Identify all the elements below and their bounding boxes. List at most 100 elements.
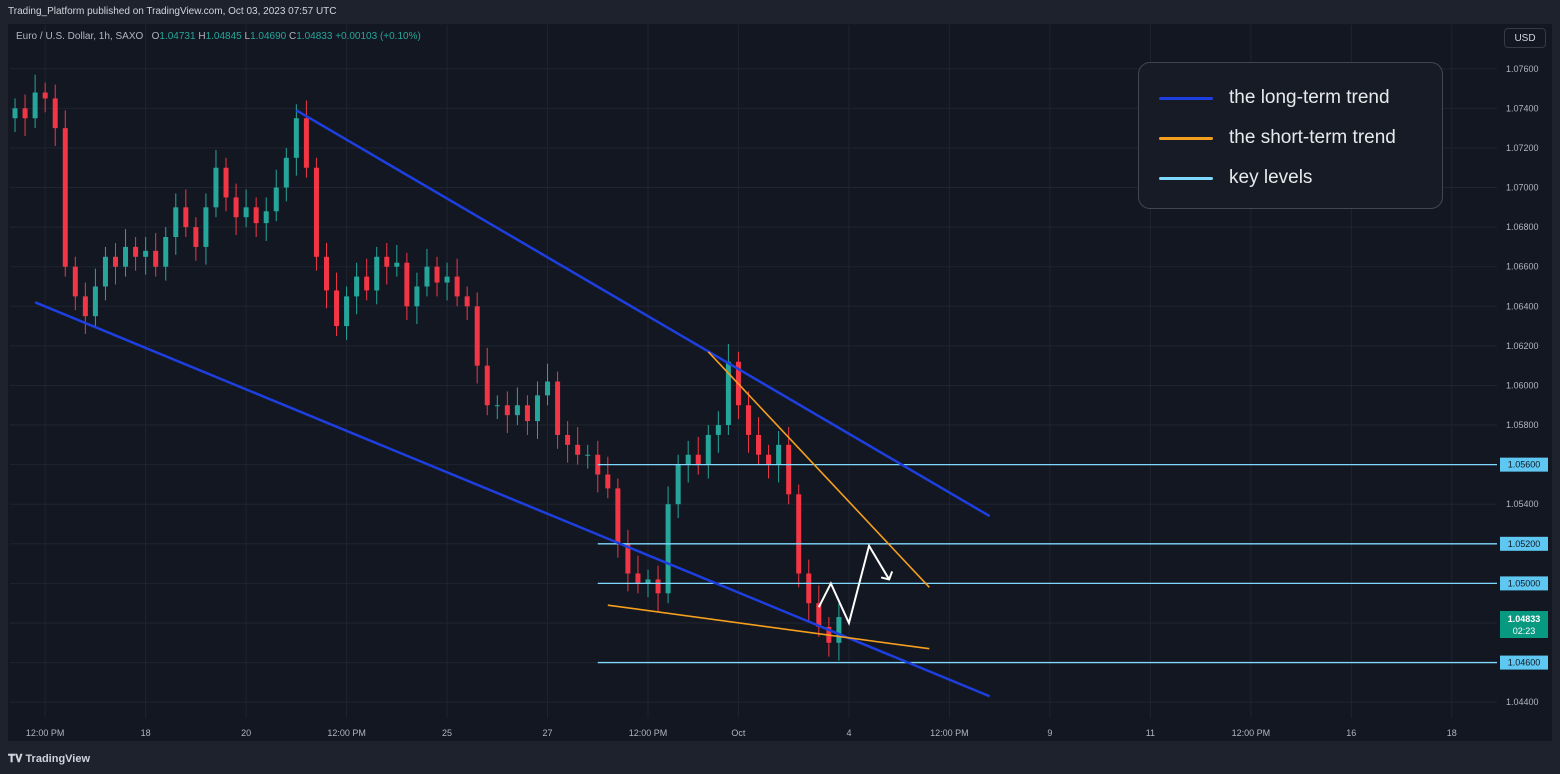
candle-body — [163, 237, 169, 267]
x-tick-label: 25 — [442, 728, 452, 738]
candle-body — [675, 464, 681, 505]
candle-body — [474, 306, 480, 366]
candle-body — [394, 262, 400, 267]
x-tick-label: 12:00 PM — [26, 728, 65, 738]
x-tick-label: 18 — [1447, 728, 1457, 738]
candle-body — [364, 276, 370, 291]
candle-body — [756, 434, 762, 455]
y-tick-label: 1.06400 — [1506, 301, 1539, 311]
candle-body — [173, 207, 179, 238]
x-tick-label: Oct — [731, 728, 746, 738]
candle-body — [414, 286, 420, 307]
key-level-tag-label: 1.05000 — [1508, 578, 1541, 588]
legend: the long-term trend the short-term trend… — [1138, 62, 1443, 209]
y-tick-label: 1.07000 — [1506, 183, 1539, 193]
y-tick-label: 1.07200 — [1506, 143, 1539, 153]
candle-body — [565, 434, 571, 445]
candle-body — [555, 381, 561, 435]
top-bar: Trading_Platform published on TradingVie… — [0, 0, 1560, 24]
candle-body — [695, 454, 701, 465]
candle-body — [123, 246, 129, 267]
brand-name: TradingView — [25, 753, 91, 765]
candle-body — [62, 128, 68, 267]
x-tick-label: 12:00 PM — [327, 728, 366, 738]
key-level-tag — [1500, 655, 1548, 670]
candle-body — [635, 573, 641, 584]
candle-body — [102, 256, 108, 287]
short-term-trend-line — [707, 351, 930, 588]
candle-body — [776, 444, 782, 465]
candle-body — [82, 296, 88, 317]
long-term-trend-line — [34, 301, 991, 698]
candle-body — [464, 296, 470, 307]
candle-body — [12, 108, 18, 119]
candle-body — [42, 92, 48, 99]
key-level-tag — [1500, 576, 1548, 591]
key-level-tag — [1500, 536, 1548, 551]
candle-body — [32, 92, 38, 119]
candle-body — [112, 256, 118, 267]
candle-body — [745, 405, 751, 435]
candle-body — [354, 276, 360, 297]
key-level-tag-label: 1.04600 — [1508, 658, 1541, 668]
projection-path — [817, 543, 890, 626]
candle-body — [303, 118, 309, 168]
candle-body — [836, 617, 842, 643]
candle-body — [313, 167, 319, 257]
y-tick-label: 1.05800 — [1506, 420, 1539, 430]
candle-body — [133, 246, 139, 257]
currency-button[interactable]: USD — [1504, 28, 1546, 48]
publisher-line: Trading_Platform published on TradingVie… — [8, 6, 337, 17]
y-tick-label: 1.05400 — [1506, 499, 1539, 509]
legend-label-long-term: the long-term trend — [1229, 87, 1390, 108]
y-tick-label: 1.06200 — [1506, 341, 1539, 351]
candle-body — [615, 488, 621, 544]
y-tick-label: 1.07400 — [1506, 103, 1539, 113]
x-tick-label: 18 — [141, 728, 151, 738]
candle-body — [585, 454, 591, 456]
candle-body — [534, 395, 540, 422]
last-price-tag: 1.04833 02:23 — [1500, 611, 1548, 638]
candle-body — [203, 207, 209, 247]
candle-body — [715, 425, 721, 435]
close-value: 1.04833 — [296, 31, 333, 42]
change-value: +0.00103 (+0.10%) — [335, 31, 421, 42]
symbol-info: Euro / U.S. Dollar, 1h, SAXO O1.04731 H1… — [16, 31, 421, 42]
candle-body — [72, 266, 78, 297]
candle-body — [323, 256, 329, 291]
candle-body — [233, 197, 239, 218]
candle-body — [454, 276, 460, 297]
candle-body — [796, 494, 802, 574]
legend-label-short-term: the short-term trend — [1229, 127, 1396, 148]
legend-swatch-short-term — [1159, 137, 1213, 140]
y-tick-label: 1.06800 — [1506, 222, 1539, 232]
tv-logo-icon: 𝐓𝐕 — [8, 753, 26, 765]
legend-swatch-long-term — [1159, 97, 1213, 100]
open-label: O — [151, 31, 160, 42]
candle-body — [725, 361, 731, 426]
legend-swatch-key-levels — [1159, 177, 1213, 180]
open-value: 1.04731 — [159, 31, 196, 42]
x-tick-label: 12:00 PM — [1232, 728, 1271, 738]
candle-body — [514, 405, 520, 416]
candle-body — [404, 262, 410, 307]
candle-body — [384, 256, 390, 267]
bar-countdown: 02:23 — [1512, 626, 1536, 636]
footer: 𝐓𝐕 TradingView — [0, 741, 1560, 774]
y-tick-label: 1.06000 — [1506, 380, 1539, 390]
tradingview-logo[interactable]: 𝐓𝐕 TradingView — [8, 753, 90, 766]
candle-body — [645, 579, 651, 584]
candle-body — [293, 118, 299, 158]
y-tick-label: 1.06600 — [1506, 262, 1539, 272]
symbol-name: Euro / U.S. Dollar, 1h, SAXO — [16, 31, 144, 42]
candle-body — [92, 286, 98, 317]
high-value: 1.04845 — [205, 31, 242, 42]
low-label: L — [244, 31, 251, 42]
x-tick-label: 12:00 PM — [629, 728, 668, 738]
candle-body — [685, 454, 691, 465]
legend-label-key-levels: key levels — [1229, 167, 1313, 188]
y-tick-label: 1.07600 — [1506, 64, 1539, 74]
high-label: H — [198, 31, 206, 42]
candle-body — [705, 434, 711, 465]
candle-body — [605, 474, 611, 489]
